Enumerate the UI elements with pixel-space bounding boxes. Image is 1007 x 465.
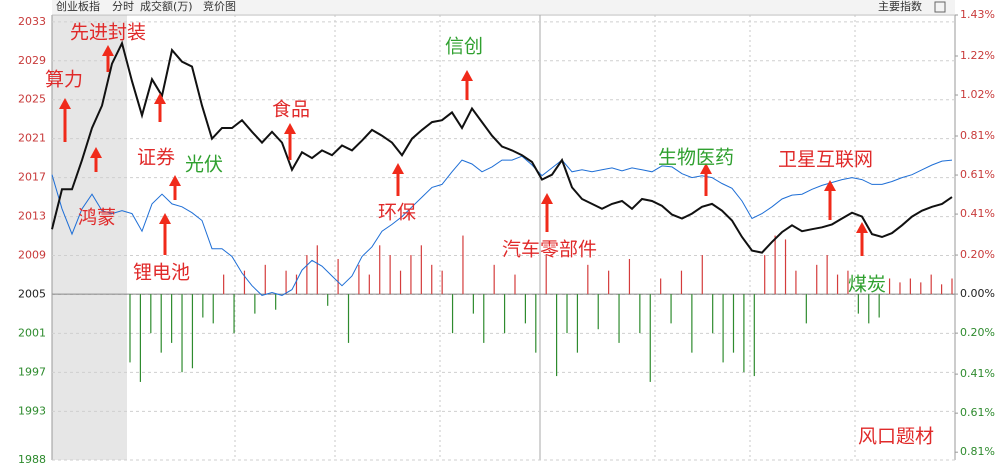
annotation: 食品 xyxy=(272,99,310,121)
arrow-head xyxy=(461,70,473,81)
tab[interactable]: 成交额(万) xyxy=(140,0,193,13)
annotation: 卫星互联网 xyxy=(778,149,873,171)
y2-tick-label: 0.41% xyxy=(960,207,995,220)
y2-tick-label: 0.20% xyxy=(960,326,995,339)
annotation: 汽车零部件 xyxy=(502,239,597,261)
y-tick-label: 1993 xyxy=(18,404,46,417)
annotation: 鸿蒙 xyxy=(78,207,116,229)
arrow-head xyxy=(700,163,712,174)
arrow-head xyxy=(159,213,171,224)
y2-tick-label: 0.61% xyxy=(960,406,995,419)
y-tick-label: 2025 xyxy=(18,93,46,106)
y2-tick-label: 0.61% xyxy=(960,168,995,181)
annotation: 风口题材 xyxy=(858,426,934,448)
arrow-head xyxy=(169,175,181,186)
annotation: 煤炭 xyxy=(848,274,886,296)
index-title: 创业板指 xyxy=(56,0,100,13)
y-tick-label: 2013 xyxy=(18,210,46,223)
annotation: 证券 xyxy=(137,147,175,169)
y-tick-label: 1997 xyxy=(18,365,46,378)
annotation: 光伏 xyxy=(185,154,223,176)
arrow-head xyxy=(541,193,553,204)
y-tick-label: 2001 xyxy=(18,326,46,339)
y-tick-label: 2021 xyxy=(18,132,46,145)
arrow-head xyxy=(59,98,71,109)
price-line xyxy=(51,40,953,254)
y2-tick-label: 0.81% xyxy=(960,445,995,458)
arrow-head xyxy=(90,147,102,158)
y2-tick-label: 1.43% xyxy=(960,8,995,21)
y2-tick-label: 1.02% xyxy=(960,88,995,101)
y2-tick-label: 1.22% xyxy=(960,49,995,62)
y2-tick-label: 0.20% xyxy=(960,248,995,261)
toolbar xyxy=(52,0,955,14)
arrow-head xyxy=(284,123,296,134)
menu[interactable]: 主要指数 xyxy=(878,0,922,13)
annotation: 先进封装 xyxy=(70,22,146,44)
annotation: 环保 xyxy=(378,202,416,224)
y-tick-label: 2017 xyxy=(18,171,46,184)
auction-zone xyxy=(52,15,127,460)
arrow-head xyxy=(392,163,404,174)
annotation: 信创 xyxy=(445,36,483,58)
y2-tick-label: 0.41% xyxy=(960,367,995,380)
y-tick-label: 2029 xyxy=(18,54,46,67)
arrow-head xyxy=(154,93,166,104)
tab[interactable]: 分时 xyxy=(112,0,134,13)
y-tick-label: 2005 xyxy=(18,287,46,300)
y-tick-label: 1988 xyxy=(18,453,46,465)
arrow-head xyxy=(102,45,114,56)
y-tick-label: 2033 xyxy=(18,15,46,28)
y-tick-label: 2009 xyxy=(18,249,46,262)
arrow-head xyxy=(824,180,836,191)
y2-tick-label: 0.81% xyxy=(960,129,995,142)
annotation: 锂电池 xyxy=(133,262,190,284)
annotation: 生物医药 xyxy=(658,147,734,169)
price-line xyxy=(51,155,953,296)
arrow-head xyxy=(856,222,868,233)
menu-icon[interactable] xyxy=(934,1,946,13)
tab[interactable]: 竞价图 xyxy=(203,0,236,13)
y2-tick-label: 0.00% xyxy=(960,287,995,300)
annotation: 算力 xyxy=(45,69,83,91)
